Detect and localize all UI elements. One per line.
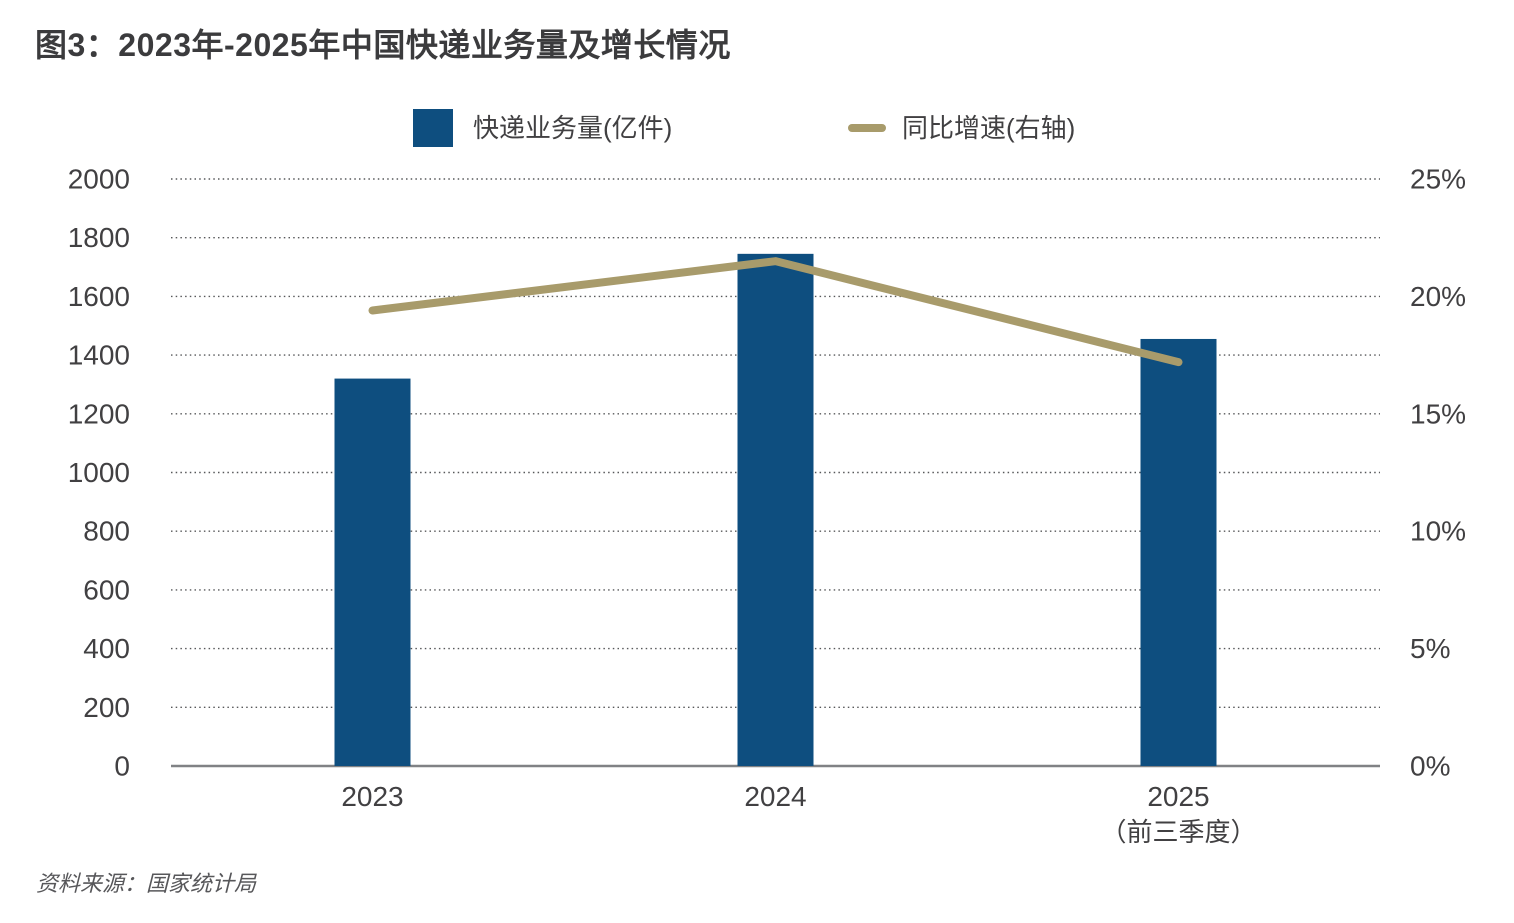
growth-rate-line — [368, 257, 1183, 367]
left-axis-tick-label: 600 — [83, 574, 130, 605]
legend-item-volume: 快递业务量(亿件) — [413, 108, 672, 148]
right-axis-tick-label: 15% — [1410, 398, 1466, 429]
bar-2023 — [334, 378, 411, 766]
right-axis-tick-label: 25% — [1410, 164, 1466, 195]
bar-2025 — [1140, 338, 1217, 766]
right-axis-tick-label: 20% — [1410, 281, 1466, 312]
left-axis-tick-label: 200 — [83, 692, 130, 723]
left-axis-tick-label: 1200 — [68, 398, 130, 429]
chart-legend: 快递业务量(亿件) 同比增速(右轴) — [0, 108, 1514, 154]
legend-growth-label: 同比增速(右轴) — [902, 113, 1076, 143]
left-axis-tick-label: 1800 — [68, 222, 130, 253]
source-note: 资料来源：国家统计局 — [36, 871, 257, 896]
x-category-label: 2024 — [744, 781, 806, 812]
right-axis-tick-label: 10% — [1410, 516, 1466, 547]
line-series-swatch-icon — [848, 124, 886, 132]
left-axis-tick-label: 400 — [83, 633, 130, 664]
x-category-label: 2023 — [341, 781, 403, 812]
legend-item-growth: 同比增速(右轴) — [848, 108, 1075, 148]
right-axis-tick-label: 0% — [1410, 751, 1450, 782]
bar-2024 — [737, 253, 814, 766]
figure-title: 图3：2023年-2025年中国快递业务量及增长情况 — [35, 27, 731, 63]
bar-series-swatch-icon — [413, 109, 453, 147]
left-axis-tick-label: 1000 — [68, 457, 130, 488]
left-axis-tick-label: 800 — [83, 516, 130, 547]
left-axis-tick-label: 1400 — [68, 340, 130, 371]
right-axis-tick-label: 5% — [1410, 633, 1450, 664]
left-axis-tick-label: 2000 — [68, 164, 130, 195]
x-category-sublabel: （前三季度） — [1100, 817, 1256, 847]
legend-volume-label: 快递业务量(亿件) — [473, 113, 673, 143]
x-category-label: 2025 — [1147, 781, 1209, 812]
left-axis-tick-label: 0 — [114, 751, 130, 782]
left-axis-tick-label: 1600 — [68, 281, 130, 312]
